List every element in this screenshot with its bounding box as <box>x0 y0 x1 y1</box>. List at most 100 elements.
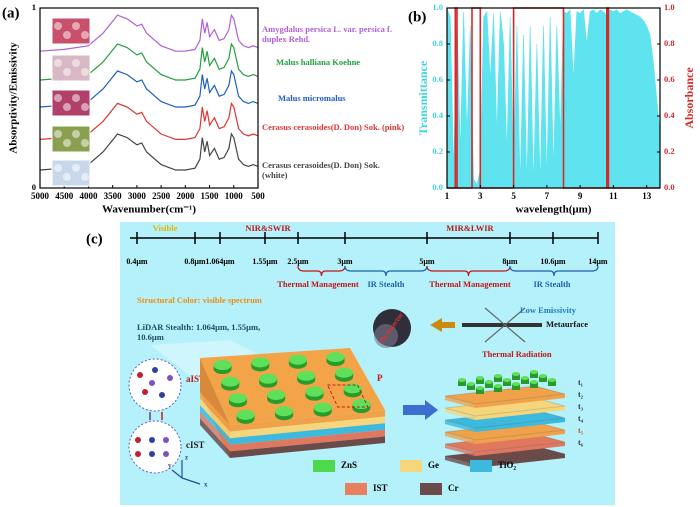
wavelength-marks: 0.4μm 0.8μm 1.064μm 1.55μm 2.5μm 3μm 5μm 8μm 10.… <box>126 232 608 277</box>
pillar <box>485 380 493 384</box>
pillar-wall <box>521 378 529 384</box>
disc <box>228 393 247 404</box>
stack-side <box>475 394 565 408</box>
pillar-wall <box>476 378 484 384</box>
arrow <box>430 318 455 332</box>
legend-swatch <box>470 460 492 472</box>
photo-flower <box>63 31 71 39</box>
pillar-wall <box>548 380 556 386</box>
wavelength-label: 3μm <box>337 257 353 266</box>
line <box>39 101 259 140</box>
series-label: Cerasus cerasoides(D. Don) Sok. (pink) <box>262 122 405 132</box>
atom <box>149 380 155 386</box>
band-label: Visible <box>153 223 178 233</box>
y-tick-label: 1 <box>32 2 36 12</box>
photo-flower <box>54 59 62 67</box>
layer-label: t₂ <box>578 390 584 399</box>
atom <box>152 367 158 373</box>
x-tick-label: 4500 <box>55 191 74 201</box>
layer-label: t₃ <box>578 402 584 411</box>
phase-label: aIST <box>186 374 205 384</box>
axis-label: y <box>168 462 172 470</box>
x-tick-label: 3000 <box>128 191 147 201</box>
curve-arrow <box>484 307 526 343</box>
photo-flower <box>72 94 80 102</box>
y-tick-label: 0.2 <box>432 146 443 156</box>
y-tick-label: 0.6 <box>432 74 443 84</box>
pillar <box>530 380 538 384</box>
arrow <box>403 400 438 420</box>
panel-label: (a) <box>2 5 20 21</box>
pillar <box>512 372 520 376</box>
y2-axis-title: Absorbance <box>682 67 696 129</box>
y2-tick-label: 1.0 <box>664 2 675 12</box>
legend-swatch <box>345 483 367 495</box>
block-layer <box>230 436 385 458</box>
x-tick-label: 1500 <box>201 191 220 201</box>
disc <box>313 402 332 413</box>
layer-stack: t₆ t₅ t₄ t₃ t₂ t₁ <box>444 370 584 468</box>
axis-arrow <box>171 469 183 479</box>
block-layer <box>230 416 385 439</box>
atom <box>135 437 141 443</box>
block-layer-side <box>200 418 230 458</box>
brace <box>297 265 346 277</box>
wavelength-label: 8μm <box>502 257 518 266</box>
photo <box>51 17 91 45</box>
photo-flower <box>54 130 62 138</box>
stack-side <box>475 418 565 432</box>
photo-flower <box>63 173 71 181</box>
photo <box>51 54 91 82</box>
block-layer <box>230 410 385 432</box>
disc <box>267 389 286 400</box>
pillar <box>521 376 529 380</box>
block-layer-side <box>200 411 230 452</box>
y-tick-label: 0 <box>32 182 36 192</box>
disc <box>251 357 270 368</box>
plot-frame <box>446 7 661 189</box>
y2-tick-label: 0.6 <box>664 74 675 84</box>
photo-flower <box>81 68 89 76</box>
plot-frame <box>39 7 259 189</box>
panel-label: (b) <box>408 9 426 25</box>
x-axis-title: wavelength(μm) <box>516 204 592 216</box>
period-label: P <box>377 373 383 383</box>
stack-side <box>445 456 475 468</box>
photo-flower <box>63 68 71 76</box>
function-label: IR Stealth <box>533 279 570 289</box>
pillar-wall <box>494 376 502 382</box>
x-axis-title: Wavenumber(cm⁻¹) <box>102 204 196 216</box>
area <box>446 7 661 189</box>
y2-tick-label: 0.2 <box>664 146 675 156</box>
disc <box>352 399 371 410</box>
x-tick-label: 9 <box>578 191 583 201</box>
stack-layer <box>444 385 566 405</box>
function-label: Thermal Management <box>429 279 511 289</box>
wavelength-label: 5μm <box>419 257 435 266</box>
layer-label: t₅ <box>578 426 584 435</box>
pillar <box>476 386 484 390</box>
disc <box>213 360 232 371</box>
y-tick-label: 0.0 <box>432 182 443 192</box>
block-top <box>200 348 385 425</box>
stack-side <box>475 430 565 444</box>
x-tick-label: 7 <box>545 191 550 201</box>
legend-swatch <box>313 460 335 472</box>
stack-side <box>445 420 475 432</box>
atom <box>142 389 148 395</box>
atom <box>159 392 165 398</box>
line <box>39 13 259 52</box>
atom <box>163 451 169 457</box>
wavelength-label: 1.55μm <box>252 257 278 266</box>
pillar <box>512 382 520 386</box>
legend-label: Ge <box>428 460 439 470</box>
legend-label: TiO₂ <box>498 460 516 470</box>
pillar <box>494 384 502 388</box>
stack-side <box>475 406 565 420</box>
legend-swatch <box>400 460 422 472</box>
x-tick-label: 4000 <box>79 191 98 201</box>
stack-side <box>445 408 475 420</box>
block-layer-side <box>200 398 230 439</box>
pillar <box>494 374 502 378</box>
